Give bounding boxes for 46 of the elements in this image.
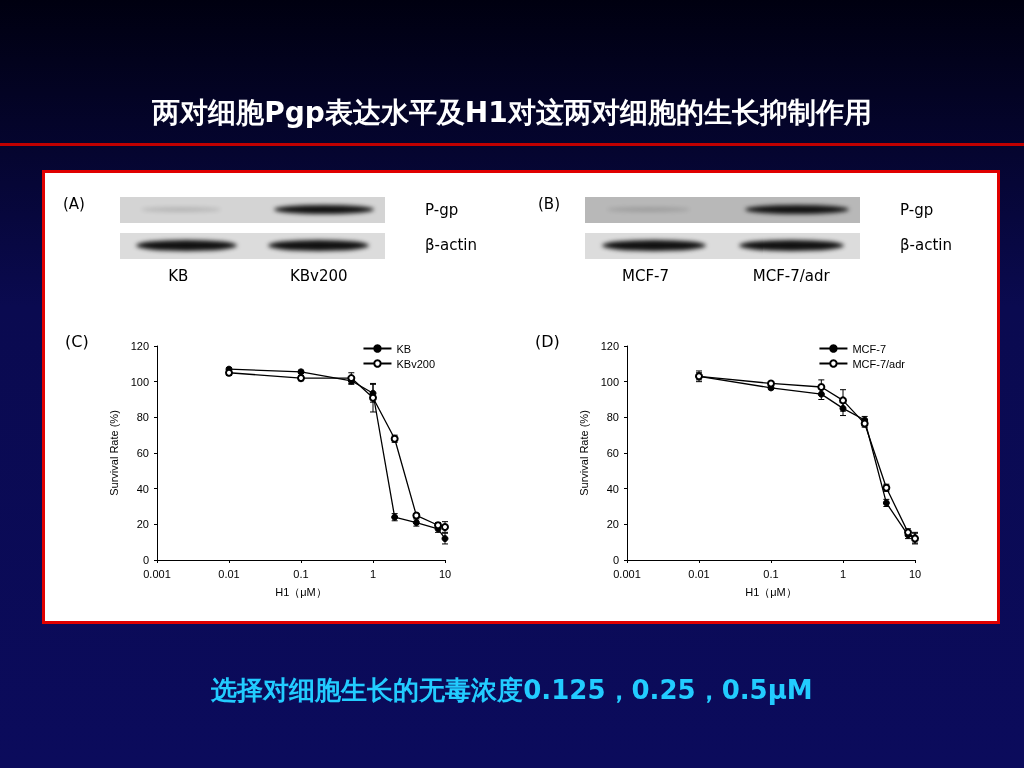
y-tick-label: 60 — [136, 447, 149, 459]
y-tick-label: 100 — [600, 375, 619, 388]
text: β-actin — [900, 236, 952, 254]
text: P-gp — [425, 201, 459, 219]
text: (B) — [538, 195, 560, 213]
text: 选择对细胞生长的无毒浓度0.125，0.25，0.5μM — [210, 674, 814, 707]
legend-label: MCF-7 — [852, 342, 887, 355]
text: KBv200 — [289, 267, 348, 285]
y-tick-label: 0 — [612, 554, 619, 566]
legend-label: KBv200 — [396, 357, 435, 370]
y-tick-label: 120 — [600, 340, 619, 352]
x-axis-title: H1（μM） — [275, 585, 327, 598]
text: P-gp — [900, 201, 934, 219]
y-tick-label: 80 — [136, 411, 149, 424]
text: MCF-7 — [622, 267, 669, 285]
x-tick-label: 0.01 — [688, 567, 710, 580]
y-tick-label: 20 — [136, 518, 149, 531]
x-tick-label: 0.1 — [293, 567, 309, 580]
y-axis-title: Survival Rate (%) — [108, 410, 121, 496]
y-tick-label: 100 — [130, 375, 149, 388]
text: β-actin — [425, 236, 477, 254]
x-tick-label: 1 — [839, 567, 847, 580]
y-tick-label: 40 — [136, 482, 149, 495]
legend-label: MCF-7/adr — [852, 357, 906, 370]
y-tick-label: 20 — [606, 518, 619, 531]
text: 两对细胞Pgp表达水平及H1对这两对细胞的生长抑制作用 — [151, 95, 873, 131]
x-tick-label: 0.001 — [143, 567, 171, 580]
x-tick-label: 0.001 — [613, 567, 641, 580]
y-tick-label: 60 — [606, 447, 619, 459]
text: KB — [168, 267, 189, 285]
x-tick-label: 10 — [438, 567, 452, 580]
y-tick-label: 120 — [130, 340, 149, 352]
x-tick-label: 1 — [369, 567, 377, 580]
y-tick-label: 0 — [142, 554, 149, 566]
y-tick-label: 40 — [606, 482, 619, 495]
text: (A) — [63, 195, 85, 213]
y-tick-label: 80 — [606, 411, 619, 424]
text: (D) — [535, 332, 560, 351]
legend-label: KB — [396, 342, 412, 355]
text: (C) — [65, 332, 89, 351]
x-tick-label: 0.01 — [218, 567, 240, 580]
text: MCF-7/adr — [752, 267, 830, 285]
x-tick-label: 10 — [908, 567, 922, 580]
x-axis-title: H1（μM） — [745, 585, 797, 598]
x-tick-label: 0.1 — [763, 567, 779, 580]
y-axis-title: Survival Rate (%) — [578, 410, 591, 496]
